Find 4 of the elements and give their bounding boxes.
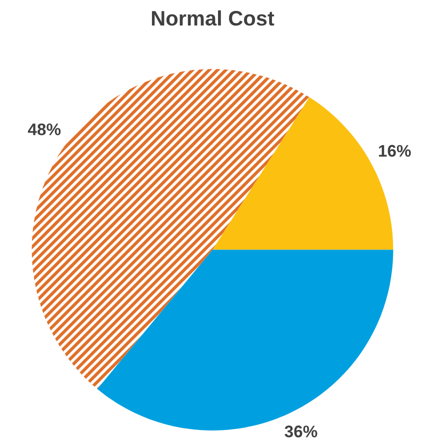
data-label: 16%: [378, 144, 411, 157]
data-label: 48%: [28, 123, 61, 136]
data-label: 36%: [284, 426, 318, 438]
chart-title: Normal Cost: [152, 10, 274, 26]
